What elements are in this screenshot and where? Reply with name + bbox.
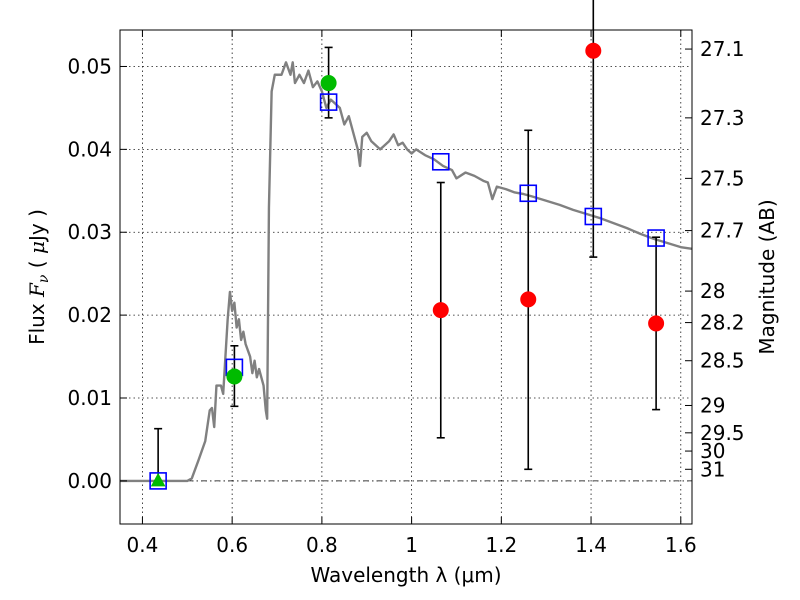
right-tick-label: 28.5	[700, 349, 745, 373]
spectrum-layer	[120, 61, 693, 483]
x-tick-label: 0.4	[127, 533, 159, 557]
y-axis-label-pre: Flux	[25, 297, 49, 345]
right-tick-label: 27.1	[700, 37, 745, 61]
right-tick-label: 27.3	[700, 106, 745, 130]
x-tick-label: 0.8	[306, 533, 338, 557]
plot-frame	[119, 29, 693, 525]
y-tick-label: 0.00	[67, 469, 112, 493]
y-tick-label: 0.04	[67, 137, 112, 161]
x-tick-label: 1.6	[665, 533, 697, 557]
right-tick-label: 29.5	[700, 421, 745, 445]
model-flux-square	[519, 184, 538, 203]
y-tick-label: 0.05	[67, 54, 112, 78]
non-detection-point	[432, 302, 449, 319]
y-axis-label-unit: Jy )	[25, 209, 49, 243]
x-tick-label: 0.6	[216, 533, 248, 557]
model-flux-square	[319, 93, 338, 111]
y-tick-label: 0.03	[67, 220, 112, 244]
y-tick-label: 0.01	[67, 386, 112, 410]
right-axis-label: Magnitude (AB)	[755, 199, 779, 354]
x-tick-label: 1	[405, 533, 418, 557]
model-flux-square	[431, 152, 450, 171]
non-detection-point	[648, 315, 665, 332]
y-axis-label-subscript: ν	[36, 274, 52, 283]
detection-point	[320, 75, 337, 92]
y-axis-label-paren: (	[25, 254, 49, 275]
x-tick-label: 1.4	[575, 533, 607, 557]
tick-layer: 0.4 0.6 0.8 1 1.2 1.4 1.6 0.00 0.01 0.02 0.03 0.04 0…	[67, 30, 745, 557]
right-tick-label: 30	[700, 439, 725, 463]
right-tick-label: 31	[700, 457, 725, 481]
model-spectrum-line	[120, 61, 693, 483]
model-flux-square	[647, 229, 665, 247]
non-detection-point	[520, 291, 537, 308]
right-tick-label: 28.2	[700, 311, 745, 335]
y-axis-label: Flux Fν ( μJy )	[25, 209, 52, 345]
detection-point	[226, 368, 243, 385]
non-detection-point	[585, 42, 602, 59]
x-tick-label: 1.2	[485, 533, 517, 557]
y-axis-label-greek: μ	[25, 241, 49, 254]
x-axis-label: Wavelength λ (μm)	[310, 563, 501, 587]
upper-limit-triangle	[150, 472, 166, 487]
right-tick-label: 27.7	[700, 219, 745, 243]
marker-layer	[149, 42, 665, 490]
y-tick-label: 0.02	[67, 303, 112, 327]
model-flux-square	[584, 207, 603, 226]
right-tick-label: 27.5	[700, 166, 745, 190]
right-tick-label: 29	[700, 393, 725, 417]
right-tick-label: 28	[700, 279, 725, 303]
y-axis-label-symbol: F	[25, 282, 49, 298]
